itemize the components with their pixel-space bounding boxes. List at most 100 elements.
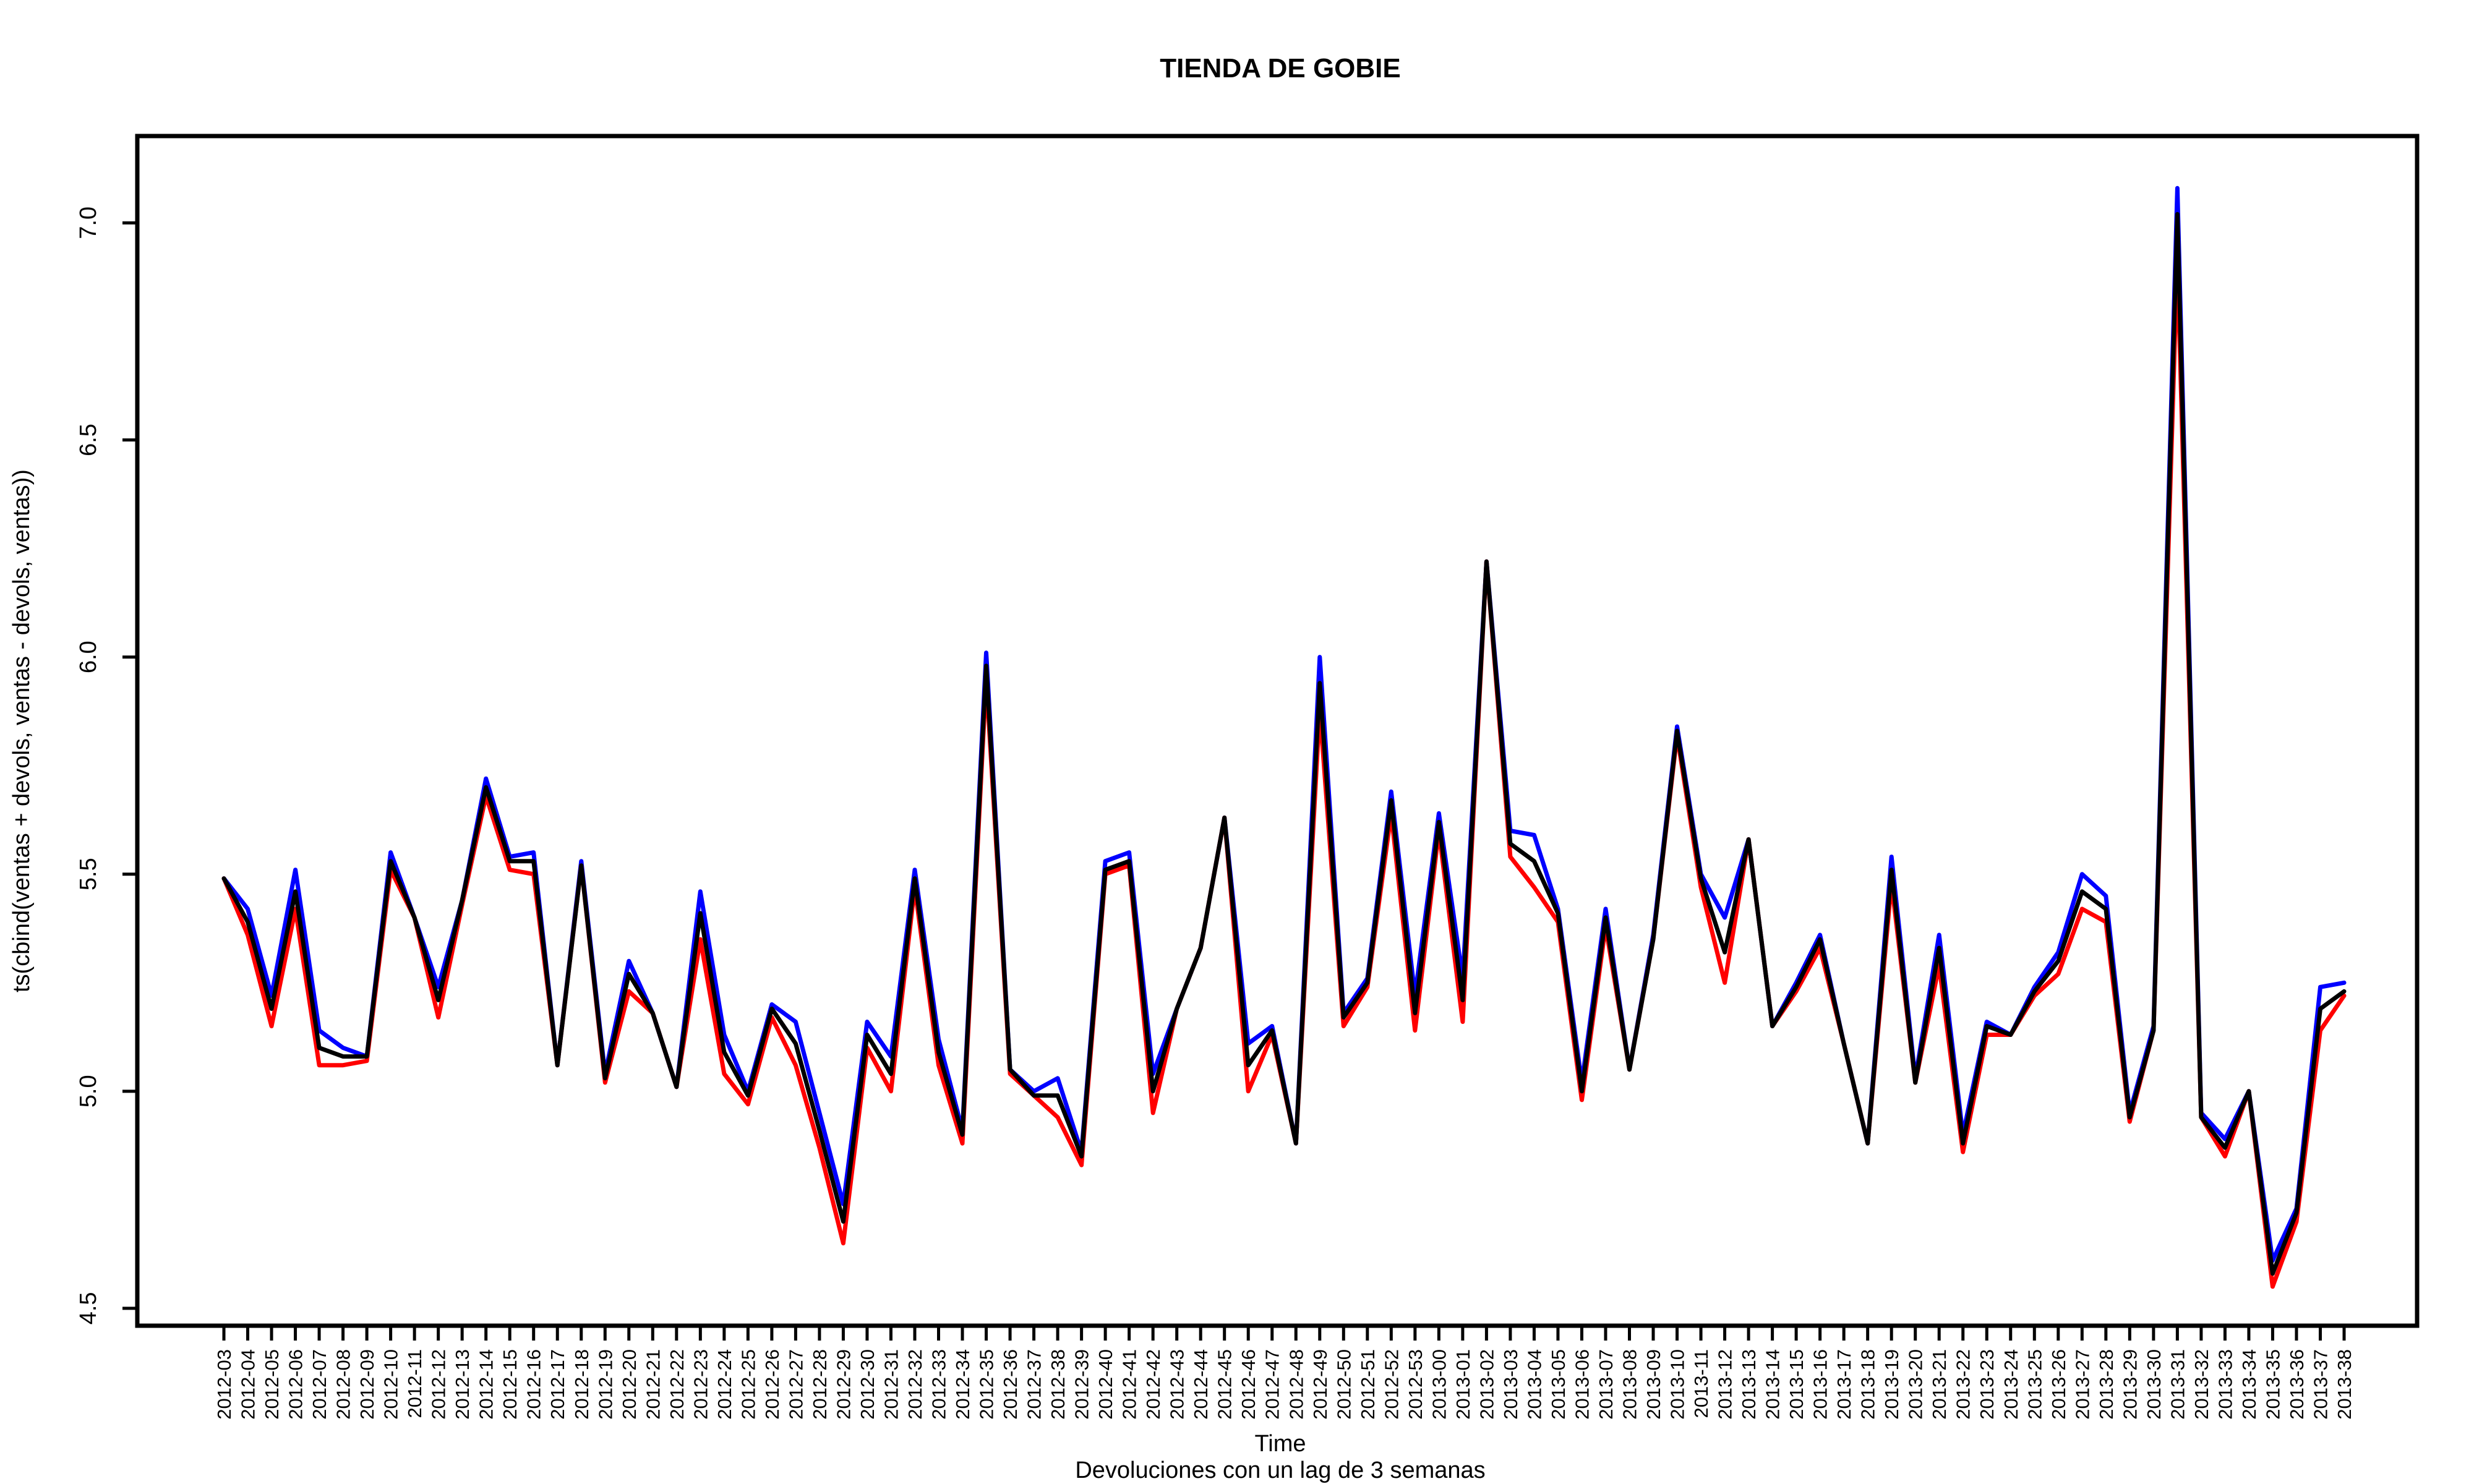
x-tick-label: 2012-10 <box>380 1349 402 1420</box>
y-axis: 4.5 5.0 5.5 6.0 6.5 7.0 <box>75 207 139 1324</box>
x-tick-label: 2013-31 <box>2167 1349 2188 1420</box>
x-tick-label: 2012-19 <box>594 1349 616 1420</box>
x-tick-label: 2013-04 <box>1523 1349 1545 1420</box>
x-tick-label: 2012-51 <box>1357 1349 1379 1420</box>
x-tick-label: 2013-26 <box>2048 1349 2070 1420</box>
x-tick-label: 2013-33 <box>2214 1349 2236 1420</box>
x-tick-label: 2012-34 <box>952 1349 974 1420</box>
x-tick-label: 2012-03 <box>213 1349 235 1420</box>
x-tick-label: 2012-29 <box>833 1349 854 1420</box>
x-tick-label: 2013-16 <box>1810 1349 1831 1420</box>
x-tick-label: 2012-35 <box>976 1349 998 1420</box>
x-tick-label: 2013-17 <box>1833 1349 1855 1420</box>
x-tick-label: 2013-13 <box>1738 1349 1760 1420</box>
x-tick-label: 2012-09 <box>356 1349 378 1420</box>
y-tick-label: 5.5 <box>75 858 101 890</box>
x-tick-label: 2013-10 <box>1667 1349 1689 1420</box>
x-axis-label: Time <box>1254 1431 1306 1457</box>
x-tick-label: 2012-17 <box>547 1349 568 1420</box>
x-tick-label: 2013-18 <box>1857 1349 1879 1420</box>
x-tick-label: 2012-05 <box>261 1349 283 1420</box>
series-line-2 <box>221 211 2347 1276</box>
x-tick-label: 2012-31 <box>881 1349 902 1420</box>
chart-subtitle: Devoluciones con un lag de 3 semanas <box>1075 1457 1485 1483</box>
x-tick-label: 2012-42 <box>1142 1349 1164 1420</box>
x-tick-label: 2012-46 <box>1238 1349 1259 1420</box>
x-tick-label: 2012-37 <box>1024 1349 1045 1420</box>
x-tick-label: 2012-12 <box>428 1349 450 1420</box>
x-tick-label: 2012-33 <box>928 1349 950 1420</box>
x-tick-label: 2013-28 <box>2095 1349 2117 1420</box>
x-tick-label: 2012-27 <box>785 1349 807 1420</box>
x-tick-label: 2013-06 <box>1572 1349 1593 1420</box>
x-tick-label: 2012-11 <box>404 1349 426 1418</box>
x-tick-label: 2012-07 <box>309 1349 330 1420</box>
x-tick-label: 2012-44 <box>1190 1349 1212 1420</box>
x-tick-label: 2013-01 <box>1452 1349 1474 1420</box>
x-tick-label: 2012-15 <box>499 1349 521 1420</box>
x-tick-label: 2012-36 <box>999 1349 1021 1420</box>
x-tick-label: 2012-39 <box>1071 1349 1093 1420</box>
x-tick-label: 2012-21 <box>642 1349 664 1420</box>
x-tick-label: 2012-45 <box>1214 1349 1236 1420</box>
x-tick-label: 2012-13 <box>452 1349 473 1420</box>
y-tick-label: 6.5 <box>75 424 101 456</box>
x-tick-label: 2012-26 <box>761 1349 783 1420</box>
x-tick-label: 2012-41 <box>1119 1349 1141 1420</box>
series-line-1 <box>221 255 2347 1289</box>
x-tick-label: 2013-38 <box>2334 1349 2355 1420</box>
x-tick-label: 2012-28 <box>809 1349 831 1420</box>
x-tick-label: 2012-16 <box>523 1349 545 1420</box>
x-tick-label: 2012-18 <box>571 1349 593 1420</box>
y-tick-label: 4.5 <box>75 1292 101 1324</box>
series-layer <box>221 186 2347 1289</box>
x-tick-label: 2012-25 <box>737 1349 759 1420</box>
x-tick-label: 2012-23 <box>690 1349 711 1420</box>
chart-title: TIENDA DE GOBIE <box>1160 53 1401 83</box>
x-tick-label: 2012-24 <box>714 1349 735 1420</box>
x-tick-label: 2013-08 <box>1619 1349 1641 1420</box>
series-line-0 <box>221 186 2347 1263</box>
x-tick-label: 2013-35 <box>2262 1349 2284 1420</box>
x-tick-label: 2013-22 <box>1953 1349 1974 1420</box>
x-tick-label: 2013-24 <box>2000 1349 2022 1420</box>
x-tick-label: 2012-06 <box>285 1349 307 1420</box>
x-tick-label: 2013-19 <box>1881 1349 1903 1420</box>
x-tick-label: 2012-30 <box>857 1349 878 1420</box>
x-tick-label: 2013-23 <box>1976 1349 1998 1420</box>
x-tick-label: 2013-09 <box>1643 1349 1664 1420</box>
x-tick-label: 2013-36 <box>2286 1349 2308 1420</box>
x-tick-label: 2013-20 <box>1905 1349 1927 1420</box>
x-tick-label: 2013-07 <box>1595 1349 1617 1420</box>
x-tick-label: 2012-48 <box>1285 1349 1307 1420</box>
x-tick-label: 2012-40 <box>1095 1349 1116 1420</box>
y-axis-label: ts(cbind(ventas + devols, ventas - devol… <box>9 469 35 992</box>
x-tick-label: 2013-27 <box>2071 1349 2093 1420</box>
x-tick-label: 2012-52 <box>1380 1349 1402 1420</box>
y-tick-label: 7.0 <box>75 207 101 239</box>
x-tick-label: 2013-34 <box>2238 1349 2260 1420</box>
x-tick-label: 2013-00 <box>1428 1349 1450 1420</box>
x-tick-label: 2013-37 <box>2310 1349 2332 1420</box>
x-tick-label: 2012-08 <box>333 1349 354 1420</box>
y-tick-label: 5.0 <box>75 1075 101 1107</box>
x-tick-label: 2013-21 <box>1928 1349 1950 1420</box>
x-tick-label: 2012-38 <box>1047 1349 1069 1420</box>
x-tick-label: 2013-12 <box>1714 1349 1736 1420</box>
x-tick-label: 2012-04 <box>238 1349 259 1420</box>
y-tick-label: 6.0 <box>75 641 101 673</box>
x-tick-label: 2013-32 <box>2191 1349 2212 1420</box>
x-tick-label: 2013-25 <box>2024 1349 2045 1420</box>
x-tick-label: 2012-53 <box>1405 1349 1426 1420</box>
x-tick-label: 2013-05 <box>1547 1349 1569 1420</box>
x-tick-label: 2012-14 <box>476 1349 497 1420</box>
x-tick-label: 2013-02 <box>1476 1349 1497 1420</box>
x-tick-label: 2012-22 <box>666 1349 688 1420</box>
x-tick-label: 2012-43 <box>1166 1349 1188 1420</box>
x-tick-label: 2013-30 <box>2143 1349 2165 1420</box>
x-tick-label: 2012-20 <box>618 1349 640 1420</box>
x-tick-label: 2013-03 <box>1500 1349 1522 1420</box>
x-tick-label: 2012-49 <box>1309 1349 1331 1420</box>
x-tick-label: 2013-15 <box>1786 1349 1807 1420</box>
